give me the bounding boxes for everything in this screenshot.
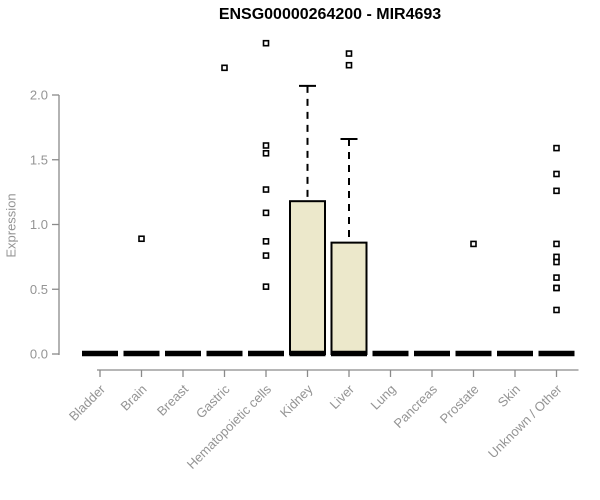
y-tick-label: 0.0 — [30, 347, 48, 362]
median-pancreas — [414, 350, 450, 357]
median-prostate — [455, 350, 492, 357]
outlier-point — [553, 258, 560, 266]
x-tick-label: Brain — [118, 382, 150, 414]
outlier-point — [553, 284, 560, 292]
y-tick-label: 1.0 — [30, 217, 48, 232]
y-tick-label: 1.5 — [30, 152, 48, 167]
chart-title: ENSG00000264200 - MIR4693 — [218, 6, 442, 23]
median-breast — [165, 350, 201, 357]
outlier-point — [262, 238, 270, 245]
median-gastric — [206, 350, 243, 357]
outlier-point — [262, 142, 270, 149]
x-tick-label: Gastric — [193, 381, 233, 421]
outlier-point — [345, 61, 353, 69]
x-tick-label: Lung — [368, 382, 399, 413]
y-tick-label: 0.5 — [30, 282, 48, 297]
median-kidney — [289, 350, 326, 357]
x-tick-label: Unknown / Other — [485, 381, 565, 461]
median-skin — [497, 350, 533, 357]
x-tick-label: Prostate — [437, 382, 482, 427]
median-unknown / other — [538, 350, 575, 357]
outlier-point — [553, 274, 560, 281]
x-tick-label: Pancreas — [391, 381, 441, 431]
outlier-point — [470, 240, 477, 248]
outlier-point — [262, 252, 270, 259]
median-hematopoietic cells — [248, 350, 284, 357]
outlier-point — [138, 235, 145, 243]
outlier-point — [553, 253, 560, 261]
median-lung — [372, 350, 409, 357]
x-tick-label: Breast — [154, 381, 191, 418]
outlier-point — [553, 187, 560, 195]
outlier-point — [553, 240, 560, 248]
outlier-point — [262, 186, 270, 193]
x-tick-label: Skin — [495, 382, 523, 410]
outlier-point — [345, 50, 353, 57]
outlier-point — [553, 306, 560, 314]
x-tick-label: Liver — [327, 381, 358, 412]
y-tick-label: 2.0 — [30, 88, 48, 103]
outlier-point — [262, 209, 270, 217]
median-liver — [331, 350, 367, 357]
outlier-point — [262, 283, 270, 290]
outlier-point — [262, 149, 270, 157]
outlier-point — [553, 170, 560, 178]
box-liver — [330, 241, 368, 356]
median-brain — [123, 350, 160, 357]
x-tick-label: Bladder — [66, 381, 109, 424]
outlier-point — [221, 64, 228, 72]
box-kidney — [289, 200, 326, 355]
outlier-point — [262, 39, 270, 47]
outlier-point — [553, 144, 560, 152]
x-tick-label: Kidney — [277, 381, 316, 420]
median-bladder — [82, 350, 118, 357]
